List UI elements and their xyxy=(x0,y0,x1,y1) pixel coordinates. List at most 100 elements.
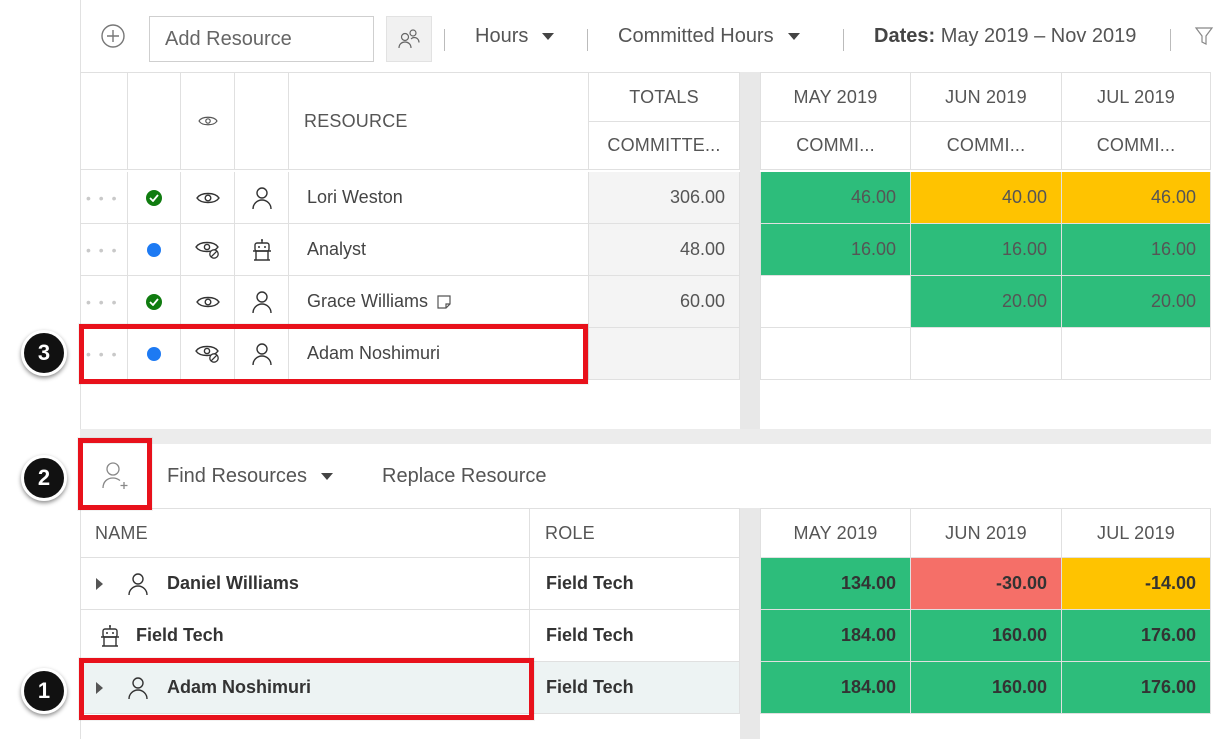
add-resource-input[interactable]: Add Resource xyxy=(149,16,374,62)
resource-name: Adam Noshimuri xyxy=(167,677,312,697)
robot-role-icon xyxy=(252,238,271,261)
top-toolbar: Add Resource Hours Committed Hours Dates… xyxy=(80,12,1220,72)
table-row[interactable]: Daniel Williams xyxy=(80,558,530,610)
callout-badge-1: 1 xyxy=(21,668,67,714)
total-cell xyxy=(589,328,740,380)
drag-handle[interactable]: • • • xyxy=(80,224,128,276)
hours-dropdown[interactable]: Hours xyxy=(475,12,555,60)
resource-name-cell[interactable]: Grace Williams xyxy=(289,276,589,328)
type-cell xyxy=(235,172,289,224)
status-cell xyxy=(128,276,181,328)
role-cell: Field Tech xyxy=(530,610,740,662)
table-row-selected[interactable]: Adam Noshimuri xyxy=(80,662,530,714)
month-cell: 160.00 xyxy=(911,662,1062,714)
add-circle-icon[interactable] xyxy=(100,12,126,60)
header-month-may: MAY 2019 xyxy=(760,508,911,558)
table-row[interactable]: Field Tech xyxy=(80,610,530,662)
header-visibility-col[interactable] xyxy=(181,72,235,170)
month-cell[interactable]: 46.00 xyxy=(1062,172,1211,224)
caret-right-icon[interactable] xyxy=(96,681,103,694)
dates-value: May 2019 – Nov 2019 xyxy=(940,24,1137,47)
resource-name[interactable]: Analyst xyxy=(289,224,589,276)
highlight-box-1 xyxy=(79,658,534,720)
visibility-toggle[interactable] xyxy=(181,172,235,224)
people-button[interactable] xyxy=(386,16,432,62)
vertical-splitter[interactable] xyxy=(740,508,760,739)
header-month-jul: JUL 2019 xyxy=(1062,72,1211,122)
resource-name: Field Tech xyxy=(136,625,224,645)
month-cell: 176.00 xyxy=(1062,610,1211,662)
month-cell[interactable]: 20.00 xyxy=(911,276,1062,328)
visibility-toggle[interactable] xyxy=(181,224,235,276)
find-resources-dropdown[interactable]: Find Resources xyxy=(167,452,334,500)
drag-handle[interactable]: • • • xyxy=(80,172,128,224)
header-totals: TOTALS xyxy=(589,72,740,122)
header-drag-col xyxy=(80,72,128,170)
month-cell: 160.00 xyxy=(911,610,1062,662)
highlight-box-2 xyxy=(78,438,152,510)
robot-role-icon xyxy=(101,624,119,647)
committed-hours-dropdown[interactable]: Committed Hours xyxy=(618,12,800,60)
callout-badge-2: 2 xyxy=(21,455,67,501)
resource-name: Daniel Williams xyxy=(167,573,299,593)
replace-resource-button[interactable]: Replace Resource xyxy=(382,464,547,487)
bottom-toolbar: Find Resources Replace Resource xyxy=(80,444,1220,508)
check-circle-icon xyxy=(146,189,162,206)
role-cell: Field Tech xyxy=(530,662,740,714)
month-cell[interactable]: 40.00 xyxy=(911,172,1062,224)
caret-right-icon[interactable] xyxy=(96,577,103,590)
eye-icon xyxy=(195,192,220,203)
note-icon[interactable] xyxy=(436,294,452,310)
resource-name[interactable]: Lori Weston xyxy=(289,172,589,224)
month-cell: -30.00 xyxy=(911,558,1062,610)
month-cell[interactable] xyxy=(760,276,911,328)
header-committed[interactable]: COMMITTE... xyxy=(589,122,740,170)
person-icon xyxy=(251,342,272,365)
find-resources-label: Find Resources xyxy=(167,464,308,487)
header-month-sub[interactable]: COMMI... xyxy=(760,122,911,170)
month-cell: 184.00 xyxy=(760,662,911,714)
month-cell[interactable]: 16.00 xyxy=(760,224,911,276)
horizontal-splitter[interactable] xyxy=(80,429,1211,444)
drag-handle[interactable]: • • • xyxy=(80,276,128,328)
header-resource[interactable]: RESOURCE xyxy=(289,72,589,170)
header-status-col xyxy=(128,72,181,170)
role-cell: Field Tech xyxy=(530,558,740,610)
visibility-toggle[interactable] xyxy=(181,276,235,328)
dates-range[interactable]: Dates: May 2019 – Nov 2019 xyxy=(874,12,1136,60)
month-cell[interactable] xyxy=(911,328,1062,380)
blue-dot-icon xyxy=(147,242,161,257)
add-person-icon[interactable] xyxy=(102,460,130,495)
month-cell: 176.00 xyxy=(1062,662,1211,714)
people-icon xyxy=(398,29,420,49)
header-month-jun: JUN 2019 xyxy=(911,72,1062,122)
total-cell: 306.00 xyxy=(589,172,740,224)
check-circle-icon xyxy=(146,293,162,310)
header-month-jun: JUN 2019 xyxy=(911,508,1062,558)
month-cell[interactable]: 16.00 xyxy=(1062,224,1211,276)
person-icon xyxy=(128,676,148,699)
header-role[interactable]: ROLE xyxy=(530,508,740,558)
resource-name: Grace Williams xyxy=(307,291,429,311)
eye-hidden-icon xyxy=(194,345,219,363)
filter-icon[interactable] xyxy=(1194,12,1214,60)
chevron-down-icon xyxy=(787,32,800,40)
header-name[interactable]: NAME xyxy=(80,508,530,558)
callout-badge-3: 3 xyxy=(21,330,67,376)
person-icon xyxy=(251,290,272,313)
vertical-splitter[interactable] xyxy=(740,72,760,429)
eye-icon xyxy=(197,116,218,126)
chevron-down-icon xyxy=(321,472,334,480)
month-cell[interactable]: 20.00 xyxy=(1062,276,1211,328)
month-cell: 134.00 xyxy=(760,558,911,610)
month-cell[interactable]: 16.00 xyxy=(911,224,1062,276)
type-cell xyxy=(235,276,289,328)
header-month-jul: JUL 2019 xyxy=(1062,508,1211,558)
header-month-may: MAY 2019 xyxy=(760,72,911,122)
month-cell[interactable] xyxy=(760,328,911,380)
month-cell[interactable] xyxy=(1062,328,1211,380)
header-month-sub[interactable]: COMMI... xyxy=(1062,122,1211,170)
month-cell[interactable]: 46.00 xyxy=(760,172,911,224)
header-month-sub[interactable]: COMMI... xyxy=(911,122,1062,170)
person-icon xyxy=(251,186,272,209)
